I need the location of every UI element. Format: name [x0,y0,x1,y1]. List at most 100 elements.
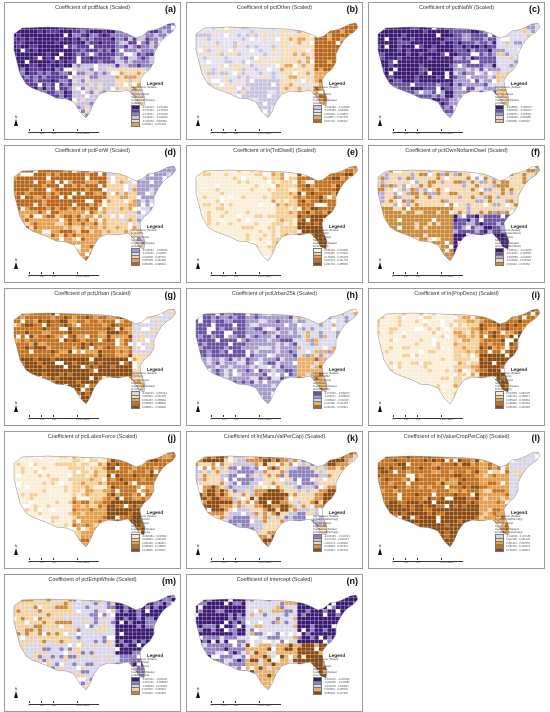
north-label: N [196,687,200,691]
legend-class-row: 0.118805 - 0.156327 [131,547,179,553]
legend-class-label: -0.052673 - -0.025361 [506,112,532,116]
map-panel: Coefficient of pctForW (Scaled) (d) Legend… [4,145,181,283]
panel-letter: (c) [529,4,540,14]
scale-label: 600 [234,132,239,135]
scale-label: 1,200 Miles [76,704,90,707]
north-arrow-icon: N [13,258,19,269]
legend-class-label: -0.034671 - -0.008914 [324,395,350,399]
legend-class-label: -0.042168 - -0.016340 [324,105,350,109]
choropleth-map [13,165,177,262]
map-panel: Coefficient of pctEmpWhole (Scaled) (m) Le… [4,574,181,712]
legend-class-label: -0.322559 - -0.134280 [324,681,350,685]
scale-label: 1,200 Miles [258,132,272,135]
legend-sig: Significant [131,524,144,528]
scale-label: 600 [416,132,421,135]
scale-label: 0 [392,561,394,564]
map-panel: Coefficient of pctNatW (Scaled) (c) Legend… [368,2,545,140]
legend-coef-var: ln(ValueCropPerCap)) [495,531,523,535]
legend-sig-var: pctBlack) [131,89,143,93]
scale-label: 300 [404,132,409,135]
legend-class-label: -0.134279 - 0.023817 [324,684,349,688]
legend-class-label: 0.004589 - 0.056324 [506,119,530,123]
legend-class-label: 0.002841 - 0.071254 [142,122,166,126]
legend-title: Legend [146,224,164,229]
legend-coef-title: Coefficient (Scaled [131,528,155,532]
legend-sig-var: pctOther) [313,89,325,93]
legend-coef-title: Coefficient (Scaled [495,242,519,246]
legend-sig-var: pctOwnNofarmDwel) [495,232,521,236]
legend-class-row: 0.185535 - 0.417962 [313,690,361,696]
scale-label: 600 [234,561,239,564]
north-label: N [196,401,200,405]
legend-sig-title: Significance (Scaled [313,86,339,89]
scale-bar: 0 300 600 1,200 Miles [28,129,99,135]
scale-label: 600 [52,704,57,707]
legend-swatch [313,547,322,553]
panel-title: Coefficient of pctOwnNofarmDwel (Scaled) [405,148,508,154]
legend-sig-title: Significance (Scaled [495,86,521,89]
legend-not-sig: Not Significant [313,92,332,96]
legend-class-label: -0.621043 - -0.322560 [324,677,350,681]
north-label: N [378,115,382,119]
scale-bar: 0 300 600 1,200 Miles [28,701,99,707]
panel-title: Coefficient of ln(ValueCropPerCap) (Scal… [403,434,510,440]
legend-coef-var: pctUrban25k) [313,388,330,392]
legend-coef-var: pctBlack) [131,102,143,106]
legend-class-label: -0.060586 - -0.019937 [506,255,532,259]
map-legend: Legend Significance (Scaled pctUrban25k) No… [313,367,361,410]
legend-class-label: -0.008934 - 0.010378 [142,684,167,688]
legend-class-row: 0.004589 - 0.056324 [495,118,543,124]
legend-class-label: 0.331563 - 0.460283 [506,405,530,409]
legend-class-label: -0.049229 - 0.002840 [142,119,167,123]
map-legend: Legend Significance (Scaled pctLaborForce)… [131,510,179,553]
legend-class-row: 0.030916 - 0.060842 [131,690,179,696]
choropleth-map [13,451,177,548]
panel-title: Coefficient of pctUrban (Scaled) [54,291,131,297]
legend-not-sig: Not Significant [131,92,150,96]
scale-label: 1,200 Miles [440,275,454,278]
choropleth-map [377,165,541,262]
legend-not-sig: Not Significant [313,378,332,382]
legend-sig-title: Significance (Scaled [313,229,339,232]
choropleth-map [377,451,541,548]
legend-title: Legend [510,367,528,372]
legend-class-row: 0.019321 - 0.078452 [495,261,543,267]
legend-swatch [131,261,140,267]
legend-sig: Significant [495,524,508,528]
scale-label: 0 [28,275,30,278]
legend-coef-title: Coefficient (Scaled [495,99,519,103]
legend-coef-title: Coefficient (Scaled [313,99,337,103]
panel-title: Coefficient of pctLaborForce (Scaled) [47,434,138,440]
scale-label: 1,200 Miles [76,561,90,564]
legend-sig: Significant [313,524,326,528]
legend-sig: Significant [495,95,508,99]
map-legend: Legend Significance (Scaled ln(PopDens)) No… [495,367,543,410]
legend-sig-title: Significance (Scaled [131,515,157,518]
map-legend: Legend Significance (Scaled pctUrban) Not S… [131,367,179,410]
legend-title: Legend [328,224,346,229]
legend-swatch [313,118,322,124]
scale-label: 600 [416,418,421,421]
north-arrow-icon: N [13,544,19,555]
legend-class-label: 0.023818 - 0.185534 [324,688,348,692]
legend-class-label: 0.013548 - 0.084720 [506,391,530,395]
legend-not-sig: Not Significant [131,521,150,525]
legend-sig: Significant [131,667,144,671]
legend-class-label: 0.063186 - 0.098441 [142,262,166,266]
legend-class-label: 0.019321 - 0.078452 [506,262,530,266]
legend-coef-var: ln(ManuValPerCap)) [313,531,339,535]
scale-label: 300 [222,704,227,707]
legend-coef-var: pctLaborForce) [131,531,150,535]
legend-class-row: 0.088521 - 0.128904 [131,404,179,410]
legend-class-label: -0.324325 - -0.272163 [142,105,168,109]
scale-label: 300 [40,132,45,135]
legend-swatch [131,690,140,696]
legend-class-label: 0.089318 - 0.118804 [142,545,166,549]
scale-label: 1,200 Miles [440,418,454,421]
scale-label: 600 [416,275,421,278]
scale-label: 300 [40,418,45,421]
scale-label: 0 [210,704,212,707]
legend-title: Legend [146,653,164,658]
legend-swatch [495,118,504,124]
legend-class-label: -0.031426 - -0.008935 [142,681,168,685]
